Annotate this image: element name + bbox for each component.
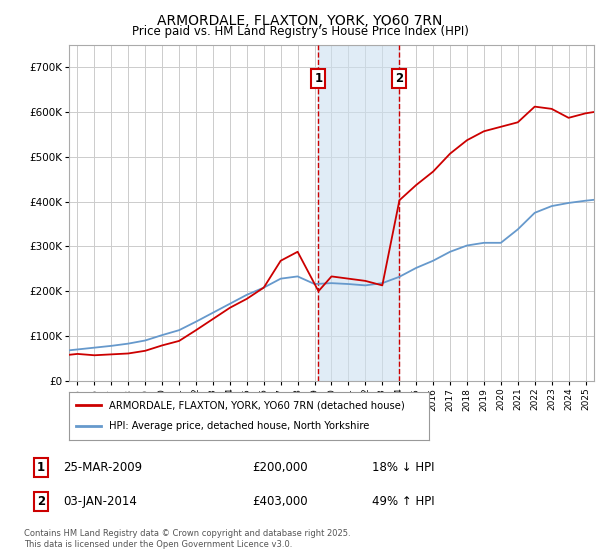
Text: 49% ↑ HPI: 49% ↑ HPI — [372, 494, 434, 508]
Text: 2: 2 — [37, 494, 45, 508]
Text: ARMORDALE, FLAXTON, YORK, YO60 7RN (detached house): ARMORDALE, FLAXTON, YORK, YO60 7RN (deta… — [109, 400, 404, 410]
Text: 1: 1 — [314, 72, 323, 85]
Text: 25-MAR-2009: 25-MAR-2009 — [63, 461, 142, 474]
Text: Contains HM Land Registry data © Crown copyright and database right 2025.
This d: Contains HM Land Registry data © Crown c… — [24, 529, 350, 549]
Text: 18% ↓ HPI: 18% ↓ HPI — [372, 461, 434, 474]
Text: ARMORDALE, FLAXTON, YORK, YO60 7RN: ARMORDALE, FLAXTON, YORK, YO60 7RN — [157, 14, 443, 28]
Text: £403,000: £403,000 — [252, 494, 308, 508]
Text: 2: 2 — [395, 72, 403, 85]
Text: Price paid vs. HM Land Registry's House Price Index (HPI): Price paid vs. HM Land Registry's House … — [131, 25, 469, 38]
Text: 03-JAN-2014: 03-JAN-2014 — [63, 494, 137, 508]
Text: 1: 1 — [37, 461, 45, 474]
Bar — [319, 45, 400, 381]
Text: £200,000: £200,000 — [252, 461, 308, 474]
Text: HPI: Average price, detached house, North Yorkshire: HPI: Average price, detached house, Nort… — [109, 421, 369, 431]
